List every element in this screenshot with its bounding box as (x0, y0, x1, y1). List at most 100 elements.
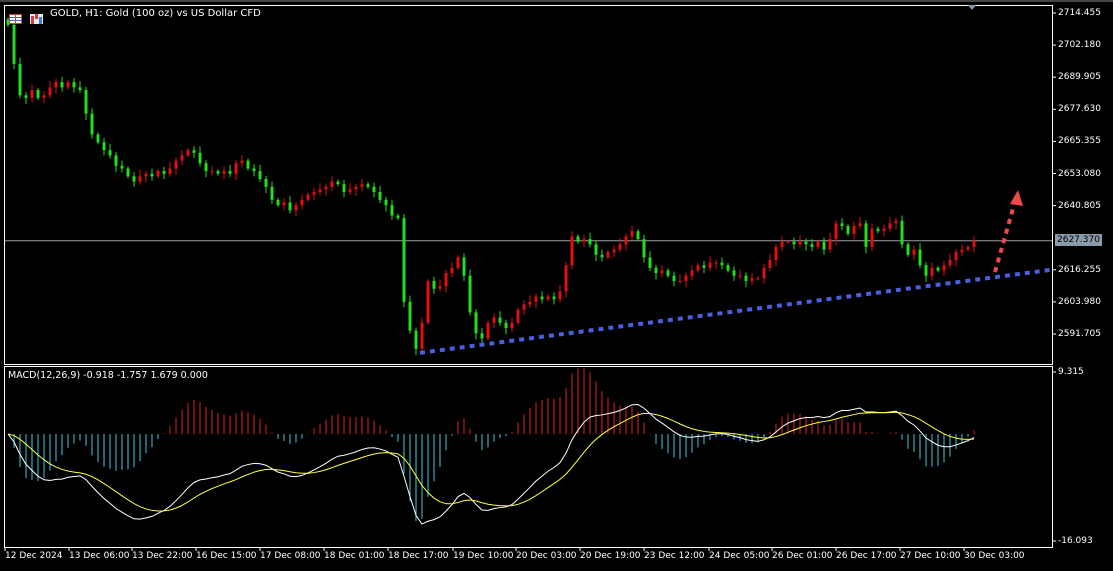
candle-body (66, 82, 70, 88)
candle-body (708, 262, 712, 268)
x-tick-label: 20 Dec 03:00 (516, 551, 577, 561)
candle-body (744, 275, 748, 281)
x-tick-label: 16 Dec 15:00 (196, 551, 257, 561)
y-tick-label: 2591.705 (1058, 329, 1101, 339)
candle-body (432, 280, 436, 289)
candle-body (894, 220, 898, 224)
candle-body (936, 267, 940, 271)
candle-body (96, 134, 100, 143)
x-tick-label: 18 Dec 01:00 (324, 551, 385, 561)
candle-body (726, 265, 730, 271)
candle-body (336, 181, 340, 185)
x-tick-label: 26 Dec 17:00 (836, 551, 897, 561)
candle-body (372, 186, 376, 193)
candle-body (258, 171, 262, 179)
candle-body (912, 249, 916, 255)
candle-body (576, 236, 580, 242)
y-tick-label: 2616.255 (1058, 264, 1101, 275)
candle-body (414, 330, 418, 349)
candle-body (924, 265, 928, 276)
x-tick-label: 17 Dec 08:00 (260, 551, 321, 561)
candle-body (318, 189, 322, 193)
candle-body (834, 223, 838, 240)
candle-body (48, 87, 52, 96)
x-tick-label: 20 Dec 19:00 (580, 551, 641, 561)
candle-body (540, 296, 544, 300)
candle-body (942, 265, 946, 271)
x-tick-label: 13 Dec 06:00 (69, 551, 130, 561)
y-tick-label: 2640.805 (1058, 200, 1101, 211)
candle-body (552, 296, 556, 300)
candle-body (72, 82, 76, 88)
candle-body (882, 228, 886, 232)
candle-body (828, 239, 832, 250)
table-icon[interactable] (9, 9, 22, 24)
candle-body (960, 249, 964, 253)
candle-body (672, 275, 676, 281)
candle-body (6, 19, 10, 25)
candle-body (660, 270, 664, 274)
candle-body (696, 265, 700, 271)
candle-body (954, 252, 958, 261)
candle-body (534, 296, 538, 302)
candle-body (798, 241, 802, 245)
candle-body (330, 181, 334, 187)
candle-body (390, 205, 394, 216)
candle-body (222, 171, 226, 174)
y-tick-label: 2702.180 (1058, 40, 1101, 51)
candle-body (348, 189, 352, 193)
candle-body (948, 260, 952, 266)
candle-body (282, 202, 286, 206)
candle-body (906, 244, 910, 255)
candle-body (294, 205, 298, 211)
candle-body (378, 192, 382, 200)
candle-body (738, 275, 742, 277)
price-pane-border (4, 5, 1053, 365)
candle-body (312, 192, 316, 195)
candle-body (108, 150, 112, 156)
candle-body (690, 270, 694, 276)
x-tick-label: 13 Dec 22:00 (132, 551, 193, 561)
candle-body (444, 273, 448, 287)
candle-body (966, 246, 970, 250)
candle-body (102, 142, 106, 151)
candle-body (396, 215, 400, 219)
candle-body (480, 333, 484, 339)
candle-body (90, 113, 94, 135)
candle-body (270, 186, 274, 200)
candle-body (594, 244, 598, 255)
macd-y-tick-label: 9.315 (1058, 367, 1084, 377)
candle-body (846, 226, 850, 234)
candle-body (264, 178, 268, 187)
candle-body (570, 236, 574, 266)
candle-body (510, 322, 514, 328)
candle-body (876, 228, 880, 232)
candle-body (78, 87, 82, 91)
y-tick-label: 2653.080 (1058, 168, 1101, 179)
arrow-shaft (993, 204, 1016, 273)
x-tick-label: 19 Dec 10:00 (453, 551, 514, 561)
candle-body (252, 168, 256, 172)
candle-body (144, 173, 148, 177)
macd-y-tick-label: -16.093 (1058, 536, 1093, 546)
candle-body (450, 267, 454, 274)
candle-body (900, 220, 904, 245)
candle-body (504, 322, 508, 328)
chart-bars-icon[interactable] (30, 9, 43, 24)
y-tick-label: 2665.355 (1058, 136, 1101, 147)
candle-body (816, 241, 820, 247)
candle-body (822, 241, 826, 250)
candle-body (342, 184, 346, 193)
candle-body (18, 63, 22, 96)
shift-marker-icon (968, 5, 976, 10)
candle-body (384, 199, 388, 206)
macd-pane-border (4, 366, 1053, 548)
candle-body (870, 228, 874, 247)
candle-body (792, 241, 796, 245)
candle-body (300, 199, 304, 206)
candle-body (36, 90, 40, 98)
candle-body (642, 239, 646, 258)
candle-body (582, 239, 586, 242)
candle-body (306, 194, 310, 200)
